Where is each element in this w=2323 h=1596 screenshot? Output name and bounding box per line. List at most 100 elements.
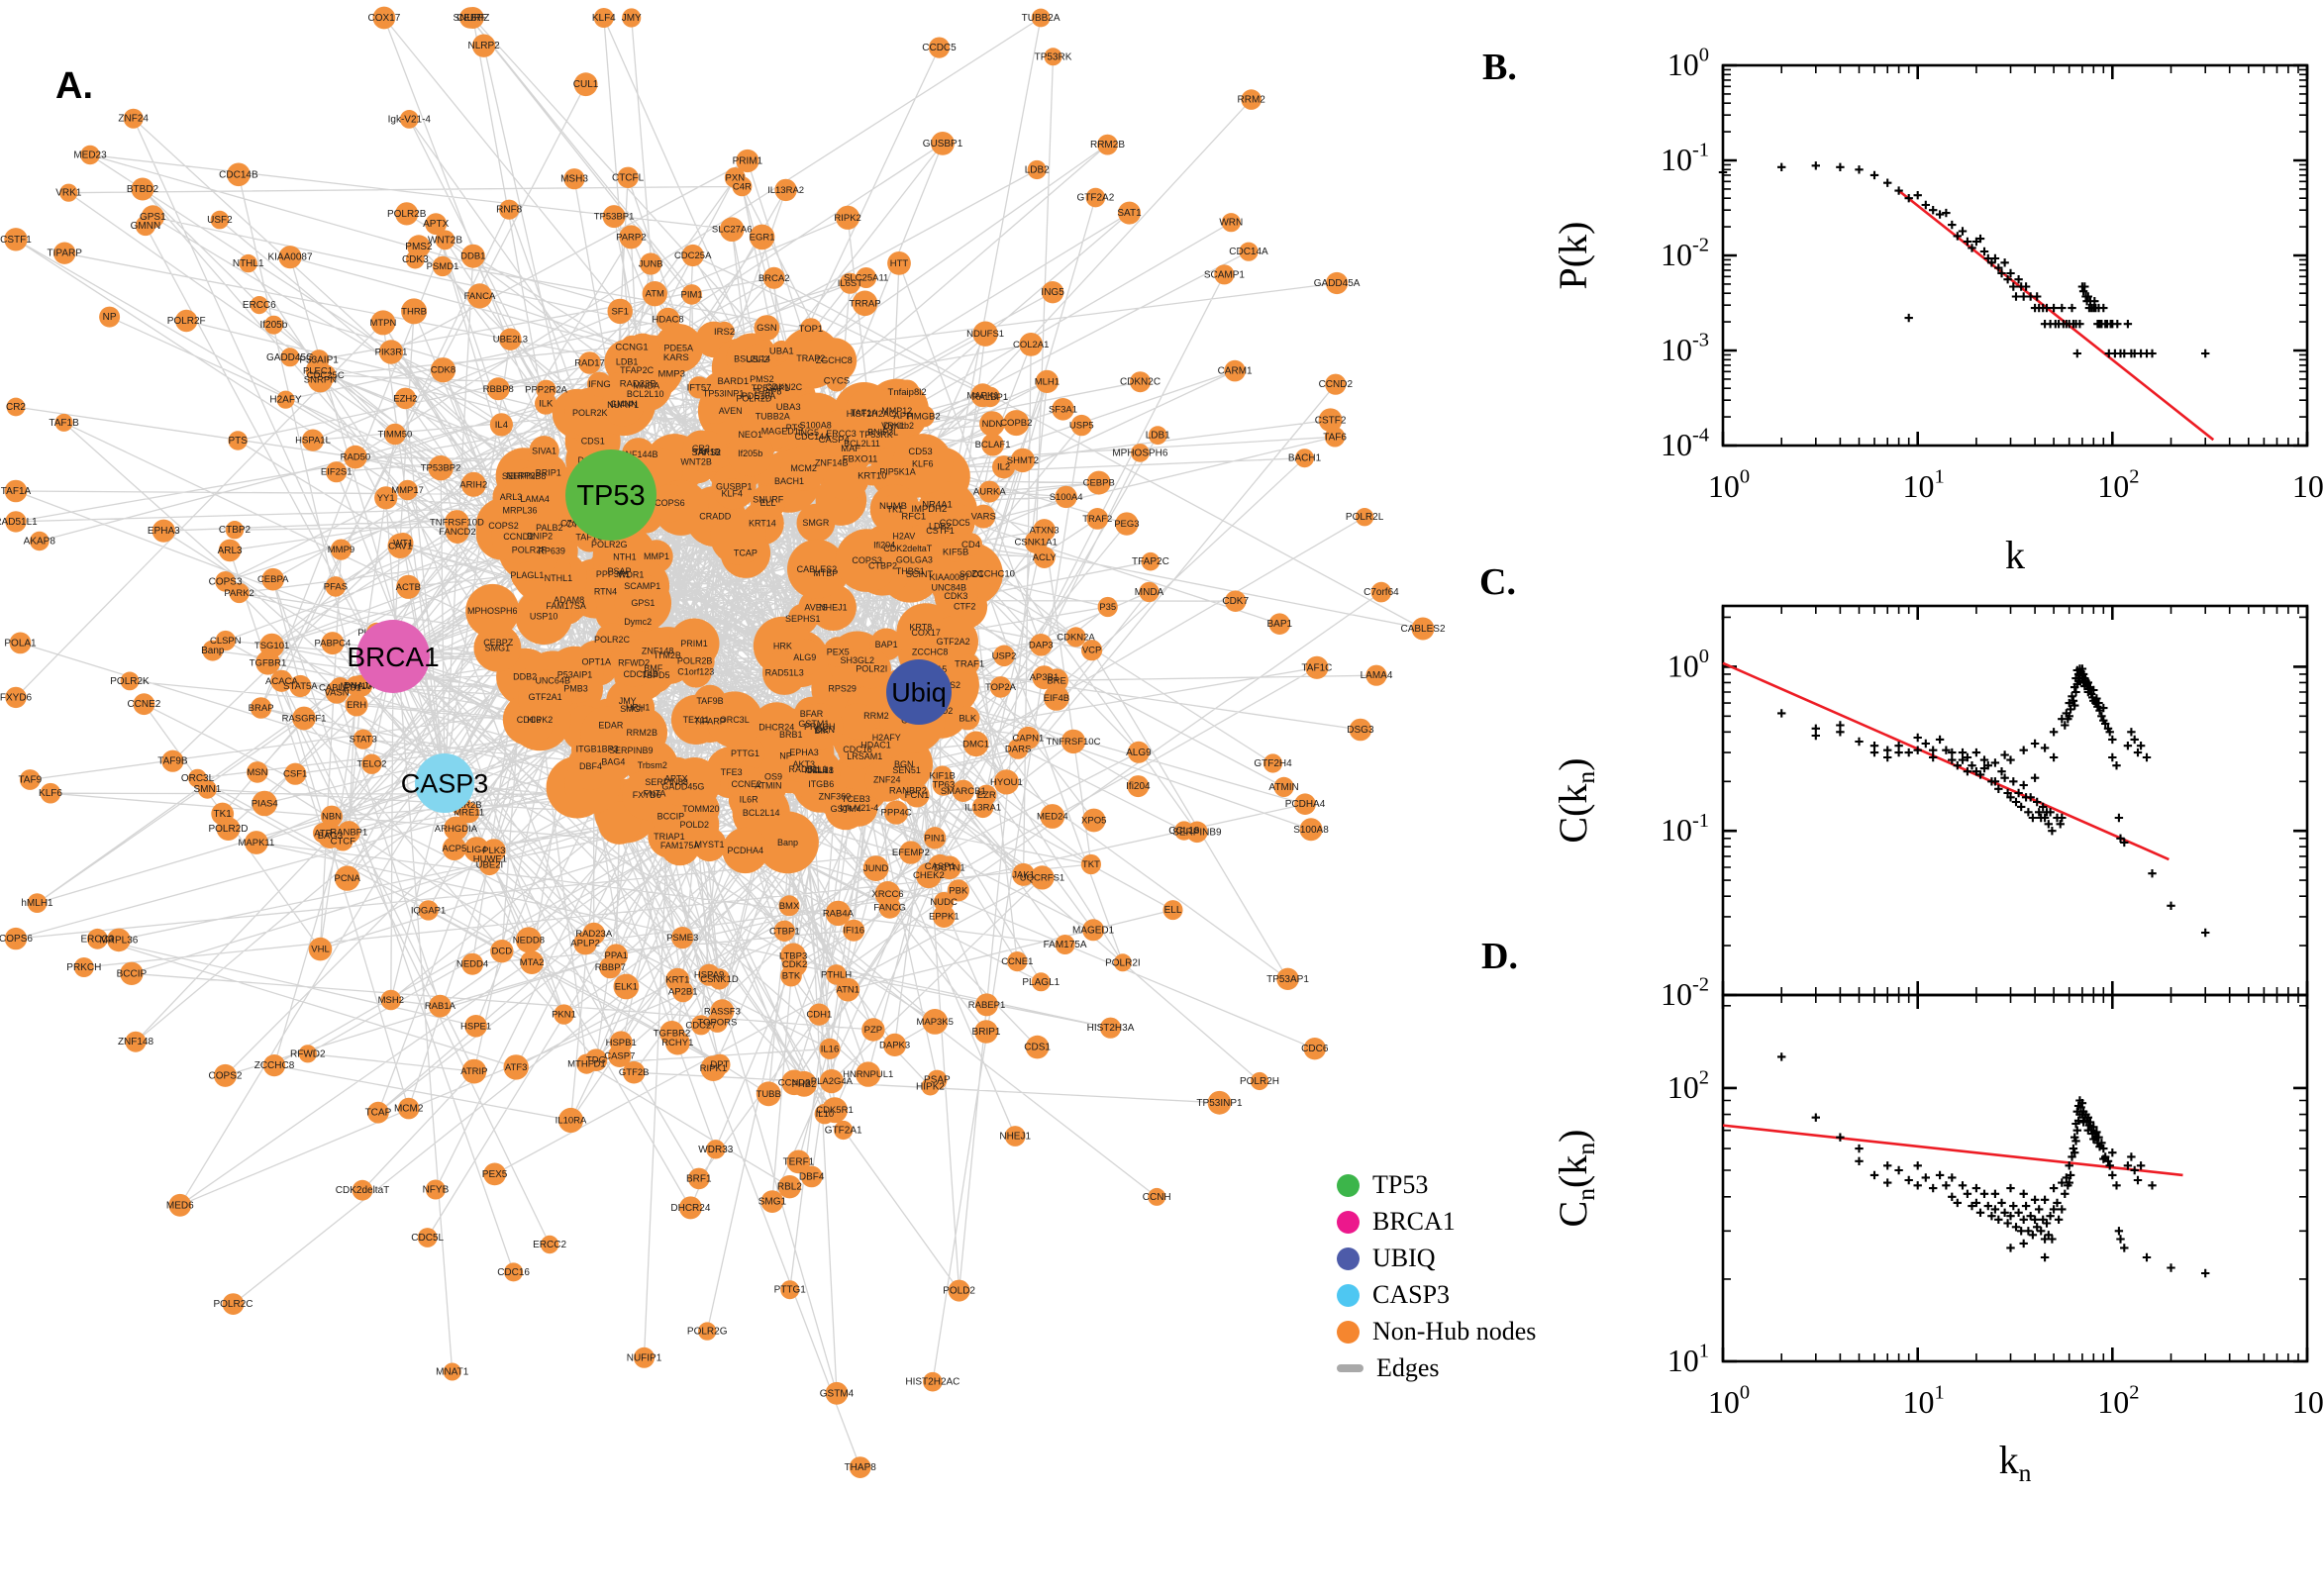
svg-text:ZCCHC10: ZCCHC10 [971,569,1015,580]
svg-text:C1orf123: C1orf123 [677,667,714,677]
svg-text:DBF4: DBF4 [799,1171,825,1182]
svg-text:POLR2F: POLR2F [167,316,206,327]
svg-text:TAF1B: TAF1B [49,418,79,429]
svg-text:hMLH1: hMLH1 [805,765,834,775]
svg-text:MMP3: MMP3 [657,369,684,380]
svg-text:TP53BP2: TP53BP2 [421,463,461,474]
svg-text:BRCA2: BRCA2 [758,273,790,284]
svg-text:NHEJ1: NHEJ1 [819,603,848,613]
edge-line-icon [1337,1364,1364,1372]
svg-text:WRN: WRN [1219,218,1243,229]
svg-text:WNT2B: WNT2B [680,457,712,467]
svg-text:IQGAP1: IQGAP1 [411,905,446,916]
svg-text:ARL3: ARL3 [500,492,523,502]
svg-text:PIAS4: PIAS4 [252,799,278,810]
svg-text:BRAP: BRAP [249,703,274,714]
svg-text:NUFIP1: NUFIP1 [607,400,639,410]
svg-text:ATXN3: ATXN3 [1030,526,1060,537]
svg-text:MSH2: MSH2 [378,995,404,1006]
svg-text:HIST2H2AC: HIST2H2AC [905,1377,960,1388]
svg-text:COPS3: COPS3 [209,576,243,587]
svg-text:Dymc2: Dymc2 [624,617,652,627]
svg-text:ACACA: ACACA [265,676,298,687]
svg-text:BRE: BRE [1047,675,1066,686]
svg-text:LDB1: LDB1 [616,357,639,367]
svg-text:KIAA0087: KIAA0087 [930,572,970,582]
svg-text:PEG3: PEG3 [1114,519,1139,530]
svg-text:CASP1: CASP1 [925,861,956,872]
svg-text:Trbsm2: Trbsm2 [638,760,667,770]
svg-text:LTBP3: LTBP3 [779,950,807,961]
svg-text:ZNF148: ZNF148 [642,647,674,656]
svg-text:GADD45A: GADD45A [1314,278,1361,289]
svg-text:GUSBP1: GUSBP1 [923,139,963,150]
svg-text:TAF1C: TAF1C [575,532,603,542]
svg-text:GTF2H4: GTF2H4 [1254,758,1292,769]
svg-text:PTTG1: PTTG1 [731,748,759,758]
svg-text:SMGI: SMGI [620,704,643,714]
svg-text:CDS1: CDS1 [581,437,605,447]
svg-text:MNDA: MNDA [1135,587,1164,598]
svg-text:ZCCHC8: ZCCHC8 [912,648,949,657]
svg-text:ELL: ELL [1164,905,1182,916]
panel-D-plot: 102 101 100 101 102 103 Cn(kn) kn [1551,993,2323,1487]
svg-text:BRB1: BRB1 [779,730,803,740]
hub-node-ubiq: Ubiq [886,659,952,725]
svg-text:CASP4: CASP4 [819,435,850,446]
network-graph: CYC1SEPHS1TEX11ITGB1BP3HDAC1RNF144BC1orf… [0,6,1446,1478]
svg-text:TERF1: TERF1 [783,1156,815,1167]
legend-item-tp53: TP53 [1337,1170,1536,1200]
svg-text:EZH2: EZH2 [393,393,417,404]
svg-text:LDB1: LDB1 [1146,431,1170,442]
svg-text:SMG1: SMG1 [758,1197,787,1208]
svg-text:H2AV: H2AV [892,532,915,542]
svg-text:CCDC5: CCDC5 [940,518,970,528]
svg-text:CDC14A: CDC14A [795,432,831,442]
svg-text:hMLH1: hMLH1 [21,898,53,909]
svg-text:MTPN: MTPN [369,318,396,329]
svg-text:ZNF148: ZNF148 [118,1037,154,1047]
svg-text:TOMM20: TOMM20 [682,804,719,814]
svg-text:CDK5R1: CDK5R1 [816,1105,854,1116]
svg-text:ADAM8: ADAM8 [554,595,584,605]
svg-text:TAF1A: TAF1A [851,408,877,418]
svg-text:DNAJA3: DNAJA3 [344,681,379,692]
svg-text:RAD17: RAD17 [574,358,605,369]
svg-text:CCND3: CCND3 [778,1077,811,1088]
svg-text:APTX: APTX [664,774,688,784]
svg-text:FAM17SA: FAM17SA [546,601,586,611]
svg-text:PMS2: PMS2 [750,374,774,384]
panel-label-b: B. [1482,47,1517,88]
svg-text:BCL2L11: BCL2L11 [844,439,880,449]
svg-text:DSG3: DSG3 [1347,725,1374,736]
svg-text:VRK1: VRK1 [55,188,82,199]
svg-text:CDK2deltaT: CDK2deltaT [336,1185,389,1196]
svg-text:KRT8: KRT8 [909,623,932,633]
svg-text:TSG101: TSG101 [254,641,289,651]
svg-text:CEBPB: CEBPB [1083,478,1115,489]
svg-text:TAF1C: TAF1C [1301,662,1332,673]
svg-text:PTS: PTS [228,436,248,447]
panel-C-points [1777,664,2210,938]
svg-text:ILK: ILK [539,399,554,410]
svg-text:CCND2: CCND2 [503,532,534,542]
svg-text:ELL: ELL [759,498,775,508]
svg-text:PLAGL1: PLAGL1 [510,570,544,580]
svg-text:BAG3: BAG3 [318,831,343,842]
svg-text:UBA3: UBA3 [776,402,801,413]
svg-text:HSPA1L: HSPA1L [295,436,331,447]
svg-text:CSF1: CSF1 [283,769,307,780]
svg-text:GMNN: GMNN [131,221,161,232]
panel-C-ylabel: C(kn) [1551,757,1600,843]
svg-text:TAF1B: TAF1B [693,447,720,456]
svg-text:AP3B1: AP3B1 [1030,672,1060,683]
svg-text:AP2B1: AP2B1 [668,987,698,998]
svg-text:CDK7: CDK7 [1222,596,1249,607]
legend-item-brca1: BRCA1 [1337,1207,1536,1237]
svg-text:ERCC3: ERCC3 [826,429,857,439]
svg-text:PMB3: PMB3 [563,684,588,694]
svg-text:PCNA: PCNA [334,873,360,884]
svg-text:IL10: IL10 [816,1109,835,1120]
svg-text:RTN4: RTN4 [594,587,617,597]
